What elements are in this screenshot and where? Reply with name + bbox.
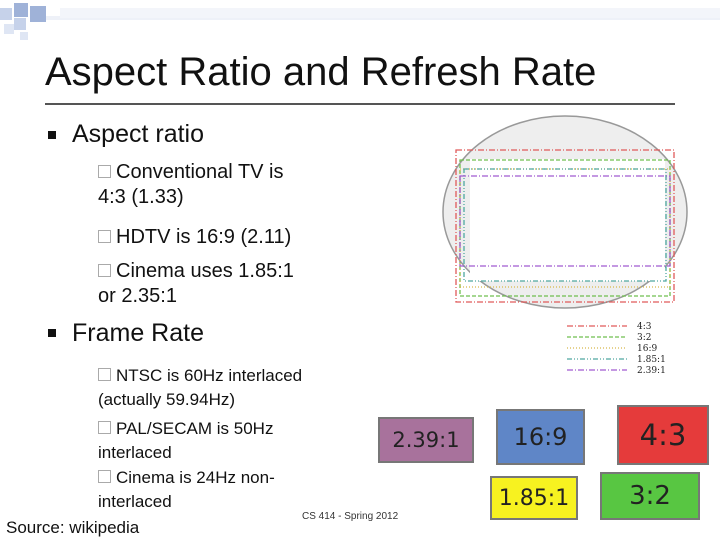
frame-item-1-line2: (actually 59.94Hz) [98, 390, 236, 409]
checkbox-icon [98, 421, 111, 434]
ratio-chip-3-2: 3:2 [600, 472, 700, 520]
aspect-item-3: Cinema uses 1.85:1 or 2.35:1 [98, 259, 294, 309]
checkbox-icon [98, 470, 111, 483]
aspect-item-3-line2: or 2.35:1 [98, 285, 177, 307]
frame-item-2-line1: PAL/SECAM is 50Hz [116, 419, 274, 438]
checkbox-icon [98, 264, 111, 277]
frame-item-3-line1: Cinema is 24Hz non- [116, 468, 275, 487]
bullet-frame-rate: Frame Rate [72, 319, 204, 347]
legend-label: 16:9 [637, 344, 657, 354]
frame-item-3: Cinema is 24Hz non- interlaced [98, 466, 275, 514]
frame-item-2: PAL/SECAM is 50Hz interlaced [98, 417, 273, 465]
aspect-item-1-line2: 4:3 (1.33) [98, 186, 184, 208]
frame-item-3-line2: interlaced [98, 492, 172, 511]
ratio-chip-4-3: 4:3 [617, 405, 709, 465]
corner-decoration [0, 0, 720, 40]
aspect-item-2: HDTV is 16:9 (2.11) [98, 225, 291, 250]
frame-4-3 [455, 149, 675, 303]
frame-item-1: NTSC is 60Hz interlaced (actually 59.94H… [98, 364, 302, 412]
checkbox-icon [98, 368, 111, 381]
aspect-item-2-line1: HDTV is 16:9 (2.11) [116, 226, 292, 248]
frame-1-85 [463, 168, 667, 282]
bullet-marker [48, 329, 56, 337]
slide-title: Aspect Ratio and Refresh Rate [45, 50, 597, 94]
aspect-item-1-line1: Conventional TV is [116, 161, 284, 183]
checkbox-icon [98, 230, 111, 243]
legend-label: 4:3 [637, 322, 652, 332]
bullet-marker [48, 131, 56, 139]
frame-2-39 [459, 175, 671, 267]
frame-item-1-line1: NTSC is 60Hz interlaced [116, 366, 303, 385]
title-divider [45, 103, 675, 105]
checkbox-icon [98, 165, 111, 178]
legend-label: 2.39:1 [637, 366, 666, 376]
ratio-chip-1-85: 1.85:1 [490, 476, 578, 520]
bullet-aspect-ratio: Aspect ratio [72, 120, 205, 148]
legend-label: 3:2 [637, 333, 651, 343]
ratio-legend: 4:3 3:2 16:9 1.85:1 2.39:1 [567, 322, 666, 376]
aspect-ratio-circle-diagram [442, 115, 688, 309]
frame-item-2-line2: interlaced [98, 443, 172, 462]
slide-footer: CS 414 - Spring 2012 [302, 511, 399, 522]
ratio-chip-2-39: 2.39:1 [378, 417, 474, 463]
aspect-item-3-line1: Cinema uses 1.85:1 [116, 260, 294, 282]
source-credit: Source: wikipedia [6, 518, 140, 537]
legend-label: 1.85:1 [637, 355, 666, 365]
aspect-item-1: Conventional TV is 4:3 (1.33) [98, 160, 284, 210]
ratio-chip-16-9: 16:9 [496, 409, 585, 465]
